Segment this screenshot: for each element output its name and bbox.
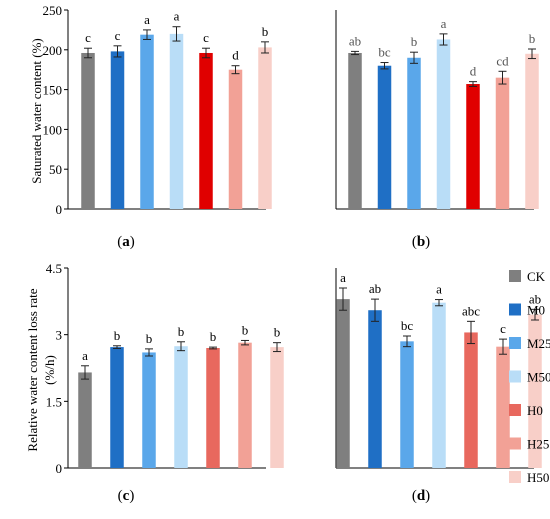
bar-3-H50 xyxy=(528,314,542,468)
bar-0-M0 xyxy=(110,51,125,209)
significance-letter-0-5: d xyxy=(232,48,239,63)
bar-3-M50 xyxy=(432,302,446,468)
bar-3-H0 xyxy=(464,332,478,468)
significance-letter-0-2: a xyxy=(144,12,150,27)
bar-0-H25 xyxy=(228,69,243,209)
significance-letter-0-4: c xyxy=(203,30,209,45)
y-tick-label-0-1: 50 xyxy=(49,162,62,177)
bar-1-H25 xyxy=(495,77,510,209)
bar-0-H0 xyxy=(199,52,213,209)
bar-2-H0 xyxy=(206,348,220,468)
y-tick-label-0-4: 200 xyxy=(43,43,63,58)
significance-letter-0-1: c xyxy=(115,28,121,43)
y-axis-label-a: Saturated water content (%) xyxy=(29,38,44,184)
legend-swatch-CK xyxy=(509,270,521,282)
significance-letter-0-6: b xyxy=(262,24,269,39)
y-tick-label-0-2: 100 xyxy=(43,122,63,137)
significance-letter-2-2: b xyxy=(146,331,153,346)
significance-letter-1-0: ab xyxy=(349,33,361,48)
significance-letter-1-1: bc xyxy=(378,45,391,60)
significance-letter-2-3: b xyxy=(178,324,185,339)
significance-letter-2-4: b xyxy=(210,329,217,344)
significance-letter-0-3: a xyxy=(174,9,180,24)
bar-1-M0 xyxy=(377,65,392,209)
bar-1-M25 xyxy=(407,57,421,210)
legend-swatch-M50 xyxy=(509,370,521,383)
bar-3-M0 xyxy=(368,310,382,468)
y-tick-label-2-0: 0 xyxy=(56,461,63,476)
legend-label-M50: M50 xyxy=(527,370,550,385)
legend-swatch-H0 xyxy=(509,404,521,416)
significance-letter-3-0: a xyxy=(340,270,346,285)
panel-label-0: (a) xyxy=(117,234,135,250)
bar-2-M0 xyxy=(110,347,124,468)
bar-2-M25 xyxy=(142,352,156,468)
legend-swatch-M25 xyxy=(509,337,521,349)
significance-letter-3-1: ab xyxy=(369,281,381,296)
significance-letter-2-5: b xyxy=(242,322,249,337)
legend-swatch-H50 xyxy=(509,471,521,483)
legend-label-M25: M25 xyxy=(527,336,550,351)
legend-swatch-M0 xyxy=(509,303,521,316)
significance-letter-2-0: a xyxy=(82,348,88,363)
significance-letter-3-2: bc xyxy=(401,318,414,333)
bar-0-H50 xyxy=(258,47,272,209)
y-tick-label-0-3: 150 xyxy=(43,83,63,98)
panel-label-1: (b) xyxy=(412,234,430,250)
panel-label-2: (c) xyxy=(118,488,135,504)
significance-letter-0-0: c xyxy=(85,30,91,45)
significance-letter-2-6: b xyxy=(274,325,281,340)
bar-3-CK xyxy=(336,299,350,468)
significance-letter-3-3: a xyxy=(436,282,442,297)
legend-label-H50: H50 xyxy=(527,470,549,485)
significance-letter-1-2: b xyxy=(411,34,418,49)
bar-0-M50 xyxy=(169,33,184,209)
bar-3-M25 xyxy=(400,341,414,468)
y-axis-label-c: Relative water content loss rate (%/h) xyxy=(25,288,57,452)
legend-label-M0: M0 xyxy=(527,303,545,318)
bar-3-H25 xyxy=(496,346,510,468)
bar-1-H50 xyxy=(525,53,539,209)
panel-label-3: (d) xyxy=(412,488,430,504)
bar-1-M50 xyxy=(436,39,451,210)
significance-letter-1-3: a xyxy=(441,16,447,31)
bar-2-CK xyxy=(78,372,92,468)
legend-label-H25: H25 xyxy=(527,437,549,452)
significance-letter-3-5: c xyxy=(500,321,506,336)
significance-letter-3-6: ab xyxy=(529,291,541,306)
bar-1-H0 xyxy=(466,84,480,209)
significance-letter-1-4: d xyxy=(470,64,477,79)
y-tick-label-2-3: 4.5 xyxy=(46,261,62,276)
significance-letter-3-4: abc xyxy=(462,303,480,318)
bar-2-H50 xyxy=(270,347,284,468)
bar-2-M50 xyxy=(174,346,188,468)
y-tick-label-2-2: 3 xyxy=(56,328,63,343)
bar-2-H25 xyxy=(238,342,252,468)
significance-letter-2-1: b xyxy=(114,328,121,343)
significance-letter-1-5: cd xyxy=(496,53,509,68)
y-tick-label-2-1: 1.5 xyxy=(46,394,62,409)
legend-label-H0: H0 xyxy=(527,403,543,418)
bar-0-M25 xyxy=(140,34,154,210)
bar-0-CK xyxy=(81,52,95,209)
legend-swatch-H25 xyxy=(509,437,521,450)
legend-label-CK: CK xyxy=(527,269,546,284)
bar-1-CK xyxy=(348,52,362,209)
significance-letter-1-6: b xyxy=(529,31,536,46)
y-tick-label-0-5: 250 xyxy=(43,3,63,18)
y-tick-label-0-0: 0 xyxy=(56,202,63,217)
